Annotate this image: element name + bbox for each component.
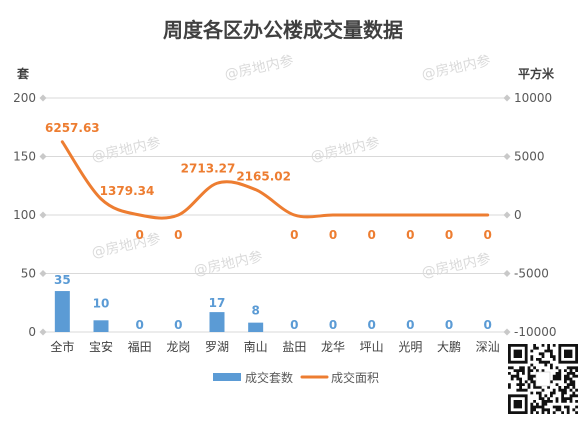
- line-value-label: 0: [329, 228, 337, 242]
- bar-value-label: 17: [209, 296, 226, 310]
- bar-value-label: 0: [329, 318, 337, 332]
- grid-end-marker: [39, 153, 47, 160]
- line-value-label: 1379.34: [100, 184, 155, 198]
- y-left-tick-label: 200: [13, 91, 36, 105]
- y-left-tick-label: 100: [13, 208, 36, 222]
- legend-item-line: 成交面积: [300, 370, 379, 385]
- bar-series: [54, 291, 264, 332]
- bar-value-label: 0: [135, 318, 143, 332]
- bar-value-labels: 35 10 0 0 17 8 0 0 0 0 0 0: [54, 273, 492, 332]
- grid-end-marker: [503, 328, 511, 336]
- legend-line-label: 成交面积: [331, 370, 379, 385]
- bar-2: [93, 320, 109, 332]
- chart-title: 周度各区办公楼成交量数据: [163, 18, 403, 42]
- category-label: 福田: [128, 339, 152, 354]
- category-label: 龙岗: [166, 340, 190, 354]
- legend-bar-swatch: [213, 373, 241, 381]
- bar-value-label: 0: [290, 318, 298, 332]
- category-label: 全市: [50, 339, 74, 354]
- category-label: 南山: [244, 339, 268, 354]
- line-series: [60, 140, 490, 220]
- left-axis-title: 套: [16, 66, 30, 81]
- bar-1: [54, 291, 70, 332]
- legend-item-bar: 成交套数: [213, 370, 293, 385]
- left-axis-ticks: 0 50 100 150 200: [13, 91, 36, 339]
- line-value-label: 0: [174, 228, 182, 242]
- line-value-label: 0: [483, 228, 491, 242]
- line-value-label: 0: [367, 228, 375, 242]
- grid-end-marker: [39, 328, 47, 336]
- line-value-label: 0: [290, 228, 298, 242]
- bar-value-label: 10: [93, 296, 110, 310]
- category-label: 深汕: [476, 340, 500, 354]
- qr-center-logo: [535, 371, 551, 387]
- y-right-tick-label: -5000: [514, 267, 549, 281]
- line-value-label: 0: [135, 228, 143, 242]
- category-label: 龙华: [321, 340, 345, 354]
- line-value-label: 2713.27: [181, 161, 236, 175]
- y-left-tick-label: 150: [13, 150, 36, 164]
- right-axis-title: 平方米: [518, 66, 555, 81]
- bar-value-label: 35: [54, 273, 71, 287]
- grid-end-marker: [503, 94, 511, 102]
- legend-bar-label: 成交套数: [245, 370, 293, 385]
- bar-value-label: 0: [367, 318, 375, 332]
- y-right-tick-label: 0: [514, 208, 522, 222]
- y-left-tick-label: 50: [21, 267, 36, 281]
- grid-end-marker: [503, 211, 511, 219]
- y-right-tick-label: -10000: [514, 325, 557, 339]
- line-value-label: 0: [406, 228, 414, 242]
- category-label: 光明: [398, 340, 422, 354]
- line-value-label: 6257.63: [45, 121, 100, 135]
- category-label: 大鹏: [437, 340, 461, 354]
- qr-code: [506, 342, 580, 416]
- y-right-tick-label: 5000: [514, 150, 545, 164]
- bar-value-label: 0: [174, 318, 182, 332]
- category-label: 盐田: [282, 340, 306, 354]
- grid-end-marker: [503, 153, 511, 160]
- grid-end-marker: [39, 270, 47, 277]
- bar-value-label: 0: [406, 318, 414, 332]
- line-value-label: 0: [445, 228, 453, 242]
- bar-6: [248, 322, 264, 332]
- grid-end-marker: [39, 94, 47, 102]
- category-label: 罗湖: [205, 339, 229, 354]
- category-axis-labels: 全市 宝安 福田 龙岗 罗湖 南山 盐田 龙华 坪山 光明 大鹏 深汕: [50, 339, 499, 354]
- bar-5: [209, 312, 225, 332]
- grid-end-marker: [503, 270, 511, 277]
- y-right-tick-label: 10000: [514, 91, 552, 105]
- bar-value-label: 8: [251, 304, 259, 318]
- line-value-label: 2165.02: [236, 170, 291, 184]
- legend: 成交套数 成交面积: [213, 370, 379, 385]
- category-label: 宝安: [89, 339, 113, 354]
- bar-value-label: 0: [483, 318, 491, 332]
- category-label: 坪山: [360, 340, 384, 354]
- qr-modules: [508, 344, 578, 414]
- right-axis-ticks: -10000 -5000 0 5000 10000: [514, 91, 557, 339]
- bar-value-label: 0: [445, 318, 453, 332]
- y-left-tick-label: 0: [28, 325, 36, 339]
- grid-end-marker: [39, 211, 47, 219]
